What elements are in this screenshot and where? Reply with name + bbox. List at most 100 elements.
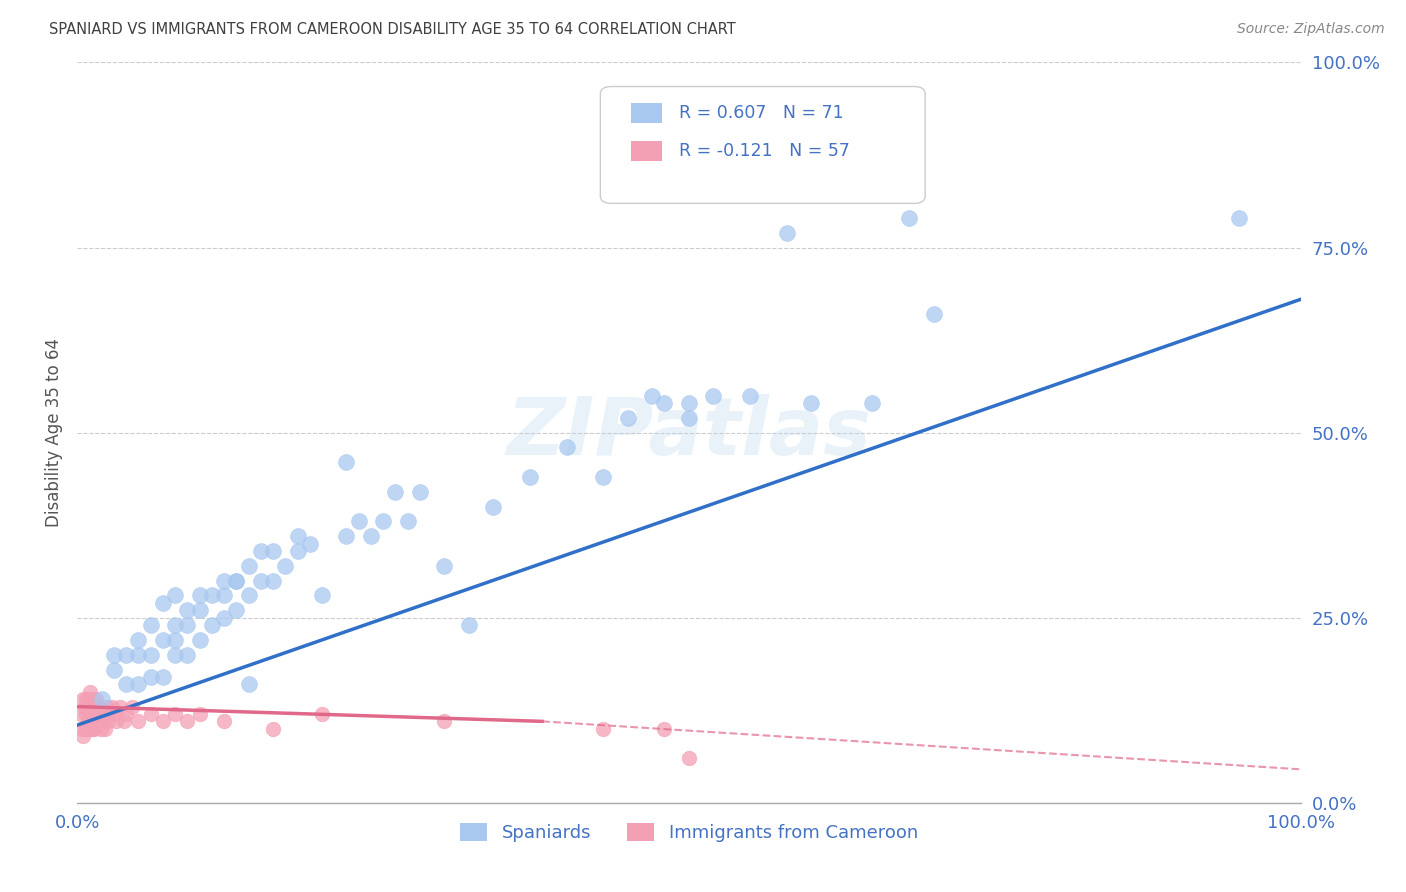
Point [238,589,260,603]
Text: ZIPatlas: ZIPatlas [506,393,872,472]
Point [165,618,187,632]
Point [360,529,382,543]
Point [250,544,273,558]
Point [165,706,187,721]
Point [457,618,479,632]
Point [287,544,309,558]
Point [678,410,700,425]
Point [212,610,235,624]
Point [409,484,432,499]
Point [482,500,505,514]
Point [800,396,823,410]
Point [97,714,120,729]
Point [70,706,93,721]
Point [287,529,309,543]
Point [335,455,357,469]
Point [87,706,110,721]
Point [384,484,406,499]
Point [396,515,419,529]
Point [70,722,93,736]
Point [80,699,103,714]
Point [188,603,211,617]
Point [76,699,98,714]
Text: R = -0.121   N = 57: R = -0.121 N = 57 [679,142,851,160]
Point [89,714,111,729]
Text: R = 0.607   N = 71: R = 0.607 N = 71 [679,104,844,122]
Point [91,714,114,729]
Point [238,677,260,691]
Point [72,692,94,706]
Point [75,692,97,706]
Point [89,699,111,714]
Point [77,714,100,729]
Point [121,699,143,714]
Point [86,714,108,729]
Point [201,589,224,603]
Point [112,714,135,729]
Point [225,603,247,617]
Point [165,648,187,662]
Point [335,529,357,543]
Point [654,396,676,410]
Point [83,699,105,714]
Point [127,714,149,729]
Point [862,396,884,410]
Point [103,663,125,677]
Point [152,714,174,729]
Point [617,410,640,425]
Point [201,618,224,632]
Point [115,706,138,721]
Point [274,558,297,573]
Point [72,729,94,743]
Point [79,699,101,714]
Point [176,648,198,662]
Point [80,722,103,736]
Point [176,603,198,617]
Point [212,714,235,729]
Point [188,706,211,721]
Point [433,558,456,573]
Point [176,618,198,632]
Point [90,722,112,736]
Point [139,706,162,721]
Point [127,648,149,662]
Point [311,706,333,721]
Point [108,699,131,714]
Point [212,589,235,603]
Point [262,544,284,558]
Point [76,722,98,736]
Point [592,722,614,736]
Point [555,441,578,455]
Point [96,699,118,714]
Point [103,648,125,662]
Point [678,396,700,410]
Point [776,226,799,240]
Point [127,677,149,691]
Point [262,722,284,736]
Point [83,722,105,736]
Text: Source: ZipAtlas.com: Source: ZipAtlas.com [1237,22,1385,37]
Legend: Spaniards, Immigrants from Cameroon: Spaniards, Immigrants from Cameroon [453,815,925,849]
Point [165,589,187,603]
Point [433,714,456,729]
Point [654,722,676,736]
Point [176,714,198,729]
Point [188,632,211,647]
Point [238,558,260,573]
Point [702,388,724,402]
Point [73,699,96,714]
Point [94,722,117,736]
Point [262,574,284,588]
Point [79,722,101,736]
Point [225,574,247,588]
Point [311,589,333,603]
Point [139,648,162,662]
Point [740,388,762,402]
Point [82,692,104,706]
Point [592,470,614,484]
Point [1229,211,1251,225]
Point [84,706,107,721]
Point [212,574,235,588]
Point [82,714,104,729]
Point [127,632,149,647]
